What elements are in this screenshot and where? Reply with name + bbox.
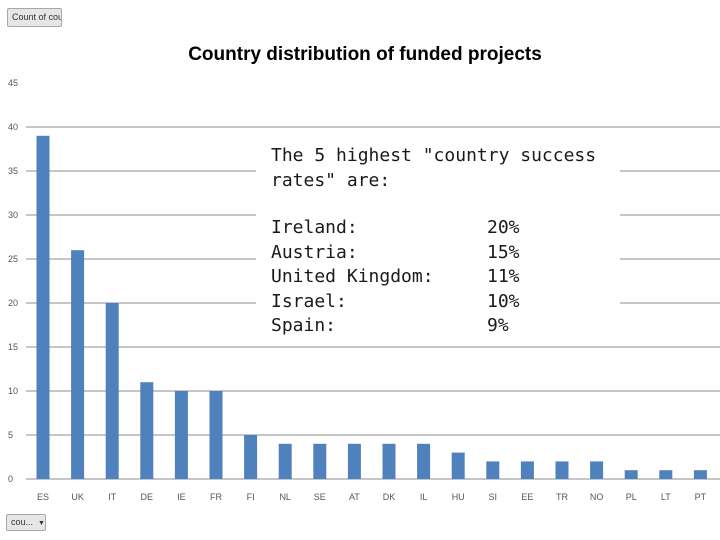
rate-country: Austria: [271,241,358,263]
rate-country: Spain: [271,315,337,336]
rate-value: 10% [487,290,520,312]
axis-field-dropdown[interactable]: cou... ▼ [6,514,46,531]
x-tick-label: IE [177,492,186,502]
x-tick-label: AT [349,492,360,502]
y-tick-label: 35 [8,166,18,176]
x-tick-label: UK [71,492,84,502]
success-rates-textbox: The 5 highest "country success rates" ar… [256,136,620,344]
y-tick-label: 40 [8,122,18,132]
y-tick-label: 5 [8,430,13,440]
y-tick-label: 20 [8,298,18,308]
x-tick-label: FI [247,492,255,502]
bar-it [105,303,119,479]
bar-es [36,135,50,480]
rate-country: Ireland: [271,217,358,238]
x-tick-label: LT [661,492,671,502]
bar-pt [693,470,707,479]
y-tick-label: 25 [8,254,18,264]
x-tick-label: TR [556,492,568,502]
x-tick-label: DK [383,492,396,502]
rate-values-list: 20% 15% 11% 10% 9% [487,216,520,339]
x-axis-ticks: ES UK IT DE IE FR FI NL SE AT DK IL HU SI EE TR NO PL LT PT [37,492,707,502]
bar-dk [382,443,396,479]
bar-fr [209,391,223,479]
bar-pl [624,470,638,479]
x-tick-label: PT [695,492,707,502]
rate-value: 9% [487,315,509,336]
bar-tr [555,461,569,479]
x-tick-label: DE [141,492,154,502]
y-tick-label: 45 [8,78,18,88]
bar-de [140,382,154,479]
y-tick-label: 0 [8,474,13,484]
bar-si [486,461,500,479]
value-field-button[interactable]: Count of cou... [7,8,62,27]
bar-il [417,443,431,479]
success-rates-heading: The 5 highest "country success rates" ar… [271,145,597,191]
x-tick-label: SE [314,492,326,502]
bar-ee [520,461,534,479]
x-tick-label: PL [626,492,637,502]
x-tick-label: HU [452,492,465,502]
bars [36,135,707,480]
y-axis-ticks: 0 5 10 15 20 25 30 35 40 45 [8,78,18,484]
bar-se [313,443,327,479]
rate-value: 11% [487,266,520,287]
rate-country: United Kingdom: [271,266,434,287]
x-tick-label: FR [210,492,222,502]
bar-at [347,443,361,479]
axis-field-label: cou... [11,517,34,527]
bar-uk [71,250,85,479]
x-tick-label: IT [108,492,117,502]
chart-title: Country distribution of funded projects [188,44,542,65]
rate-value: 15% [487,241,520,263]
bar-hu [451,452,465,479]
y-tick-label: 30 [8,210,18,220]
y-tick-label: 15 [8,342,18,352]
bar-lt [659,470,673,479]
x-tick-label: NL [279,492,291,502]
bar-nl [278,443,292,479]
x-tick-label: SI [489,492,498,502]
country-names-list: Ireland: Austria: United Kingdom: Israel… [271,216,434,339]
x-tick-label: NO [590,492,604,502]
value-field-label: Count of cou... [12,12,62,22]
x-tick-label: ES [37,492,49,502]
dropdown-arrow-icon[interactable]: ▼ [38,520,45,527]
rate-value: 20% [487,217,520,238]
bar-no [590,461,604,479]
rate-country: Israel: [271,290,347,312]
y-tick-label: 10 [8,386,18,396]
bar-ie [174,391,188,479]
x-tick-label: IL [420,492,428,502]
bar-fi [244,435,258,479]
x-tick-label: EE [521,492,533,502]
